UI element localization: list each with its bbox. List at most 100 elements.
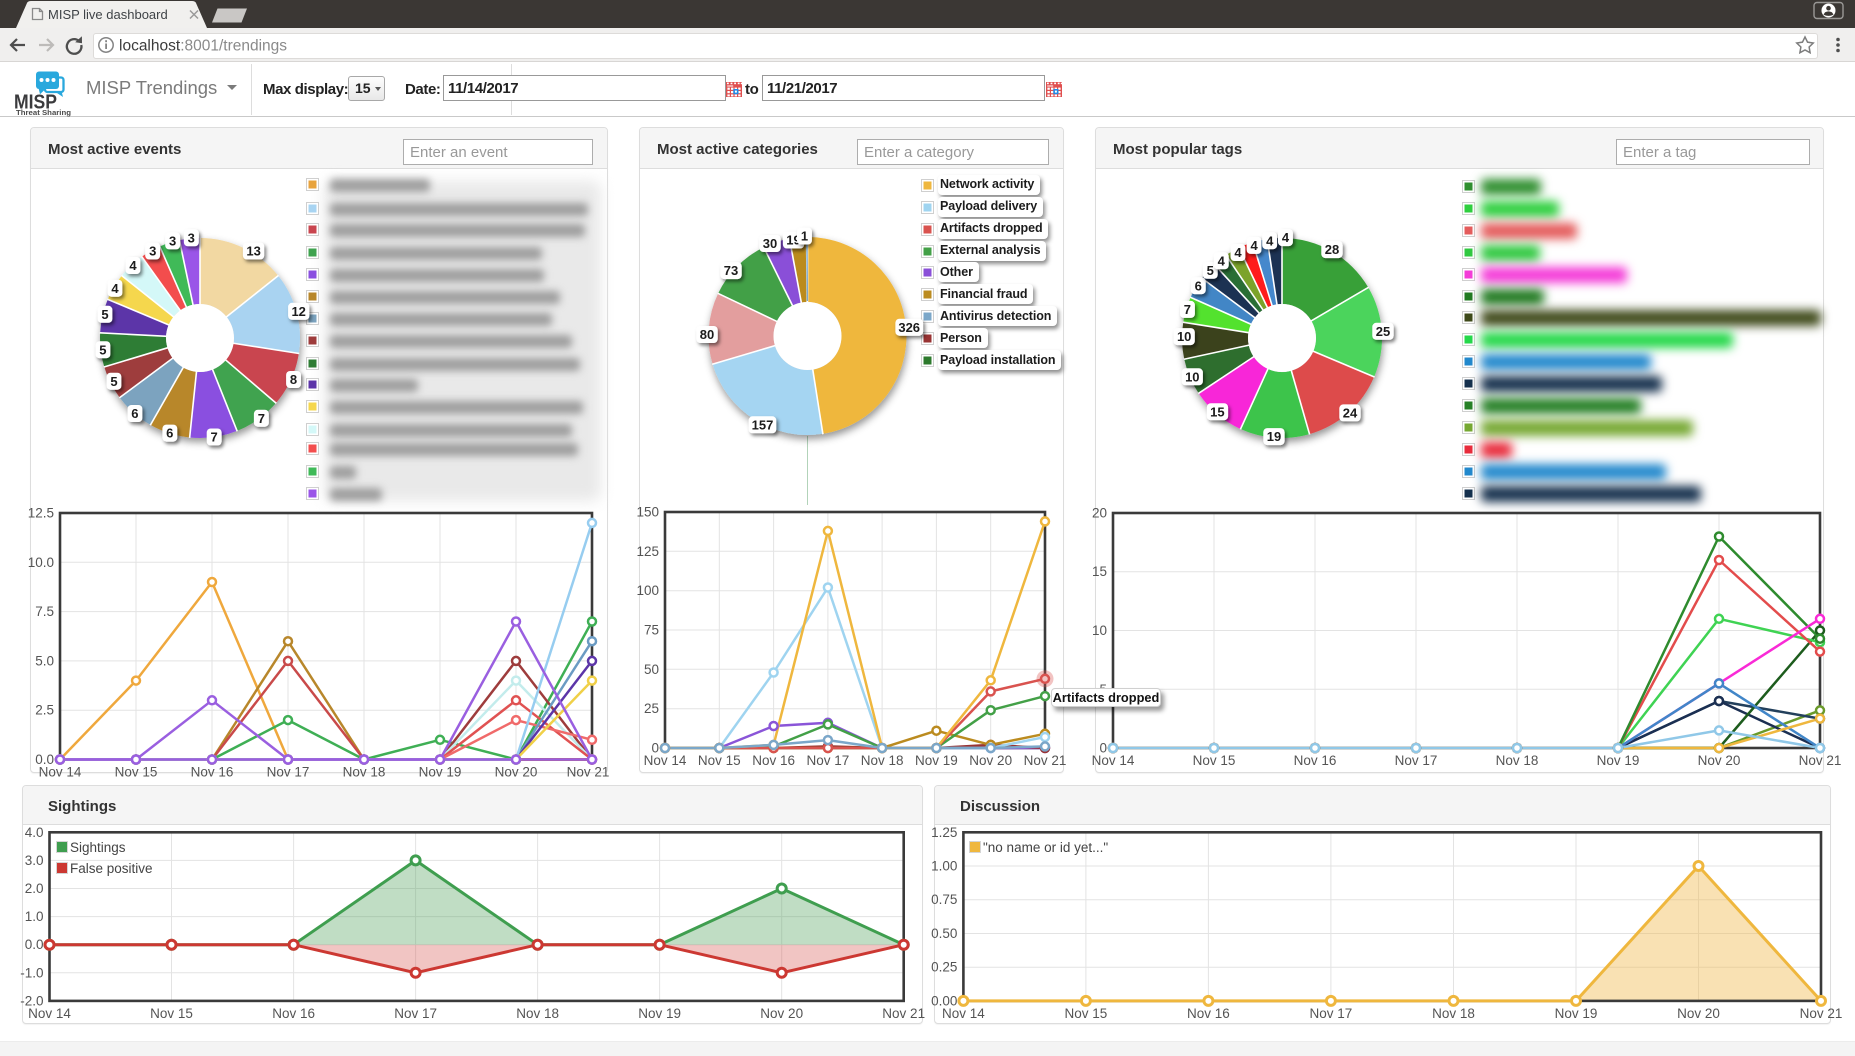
svg-text:10: 10 — [1177, 329, 1191, 344]
svg-text:0.0: 0.0 — [25, 937, 44, 952]
svg-text:0.50: 0.50 — [931, 926, 957, 941]
svg-text:3: 3 — [149, 244, 156, 259]
svg-text:7: 7 — [210, 430, 217, 445]
svg-text:Nov 19: Nov 19 — [1555, 1006, 1598, 1021]
svg-text:Nov 15: Nov 15 — [115, 765, 158, 780]
svg-text:6: 6 — [166, 426, 173, 441]
svg-text:20: 20 — [1092, 506, 1107, 521]
svg-text:Nov 15: Nov 15 — [1193, 753, 1236, 768]
svg-text:Nov 15: Nov 15 — [1065, 1006, 1108, 1021]
svg-text:13: 13 — [246, 244, 260, 259]
svg-text:Nov 19: Nov 19 — [638, 1006, 681, 1021]
svg-text:0: 0 — [651, 741, 659, 756]
svg-text:12: 12 — [291, 304, 305, 319]
svg-text:28: 28 — [1325, 242, 1339, 257]
svg-text:Nov 21: Nov 21 — [882, 1006, 925, 1021]
svg-text:0.25: 0.25 — [931, 960, 957, 975]
svg-text:3: 3 — [169, 234, 176, 249]
svg-text:6: 6 — [1195, 278, 1202, 293]
svg-text:15: 15 — [1092, 564, 1107, 579]
svg-text:Nov 17: Nov 17 — [267, 765, 310, 780]
svg-text:80: 80 — [700, 327, 714, 342]
svg-text:Nov 19: Nov 19 — [419, 765, 462, 780]
svg-text:Nov 16: Nov 16 — [1294, 753, 1337, 768]
svg-text:24: 24 — [1343, 406, 1358, 421]
svg-text:Threat Sharing: Threat Sharing — [16, 108, 71, 117]
svg-text:Nov 14: Nov 14 — [644, 753, 687, 768]
svg-text:0.0: 0.0 — [35, 752, 54, 767]
svg-text:19: 19 — [1267, 429, 1281, 444]
svg-text:4: 4 — [111, 281, 119, 296]
svg-text:-2.0: -2.0 — [20, 993, 43, 1008]
svg-text:6: 6 — [131, 406, 138, 421]
svg-text:1.0: 1.0 — [25, 909, 44, 924]
svg-text:4: 4 — [1282, 230, 1290, 245]
svg-text:7.5: 7.5 — [35, 604, 54, 619]
svg-text:2.5: 2.5 — [35, 703, 54, 718]
svg-text:25: 25 — [1376, 324, 1390, 339]
svg-text:localhost:8001/trendings: localhost:8001/trendings — [119, 38, 287, 55]
svg-text:Nov 15: Nov 15 — [150, 1006, 193, 1021]
svg-text:MISP: MISP — [14, 92, 57, 114]
svg-text:Nov 19: Nov 19 — [1597, 753, 1640, 768]
svg-text:1.25: 1.25 — [931, 825, 957, 840]
svg-text:Nov 14: Nov 14 — [1092, 753, 1135, 768]
svg-text:12.5: 12.5 — [28, 506, 54, 521]
svg-text:157: 157 — [752, 417, 774, 432]
svg-text:15: 15 — [1210, 404, 1224, 419]
svg-text:326: 326 — [898, 320, 920, 335]
svg-text:2.0: 2.0 — [25, 881, 44, 896]
svg-text:5: 5 — [101, 307, 108, 322]
svg-text:Nov 17: Nov 17 — [1310, 1006, 1353, 1021]
svg-text:73: 73 — [724, 263, 738, 278]
svg-text:-1.0: -1.0 — [20, 965, 43, 980]
svg-text:Nov 21: Nov 21 — [567, 765, 610, 780]
svg-text:Nov 17: Nov 17 — [394, 1006, 437, 1021]
svg-text:3: 3 — [188, 230, 195, 245]
svg-text:Nov 16: Nov 16 — [272, 1006, 315, 1021]
svg-text:Nov 14: Nov 14 — [942, 1006, 985, 1021]
svg-text:75: 75 — [644, 623, 659, 638]
svg-text:Nov 18: Nov 18 — [516, 1006, 559, 1021]
svg-text:0.75: 0.75 — [931, 892, 957, 907]
svg-text:MISP live dashboard: MISP live dashboard — [48, 7, 168, 22]
svg-text:Nov 20: Nov 20 — [1698, 753, 1741, 768]
svg-text:4.0: 4.0 — [25, 825, 44, 840]
svg-text:25: 25 — [644, 701, 659, 716]
svg-text:150: 150 — [636, 505, 659, 520]
svg-text:4: 4 — [129, 258, 137, 273]
svg-text:Nov 20: Nov 20 — [495, 765, 538, 780]
svg-text:4: 4 — [1218, 253, 1226, 268]
svg-text:Nov 14: Nov 14 — [28, 1006, 71, 1021]
svg-text:10: 10 — [1185, 369, 1199, 384]
svg-text:10: 10 — [1092, 623, 1107, 638]
svg-text:Nov 20: Nov 20 — [969, 753, 1012, 768]
svg-text:Nov 14: Nov 14 — [39, 765, 82, 780]
svg-text:125: 125 — [636, 544, 659, 559]
svg-text:1.00: 1.00 — [931, 859, 957, 874]
svg-text:1: 1 — [801, 229, 808, 244]
svg-text:Nov 20: Nov 20 — [1677, 1006, 1720, 1021]
svg-text:Nov 16: Nov 16 — [1187, 1006, 1230, 1021]
svg-text:5.0: 5.0 — [35, 653, 54, 668]
svg-text:Nov 16: Nov 16 — [191, 765, 234, 780]
svg-text:7: 7 — [258, 411, 265, 426]
svg-text:50: 50 — [644, 662, 659, 677]
svg-text:4: 4 — [1234, 245, 1242, 260]
svg-text:Nov 21: Nov 21 — [1024, 753, 1067, 768]
svg-text:5: 5 — [99, 342, 106, 357]
svg-text:30: 30 — [763, 236, 777, 251]
svg-text:Nov 15: Nov 15 — [698, 753, 741, 768]
svg-text:Nov 20: Nov 20 — [760, 1006, 803, 1021]
svg-text:Nov 18: Nov 18 — [1432, 1006, 1475, 1021]
svg-text:7: 7 — [1184, 302, 1191, 317]
svg-text:8: 8 — [290, 372, 297, 387]
svg-text:Nov 19: Nov 19 — [915, 753, 958, 768]
svg-text:100: 100 — [636, 583, 659, 598]
svg-text:Nov 17: Nov 17 — [807, 753, 850, 768]
svg-text:Nov 21: Nov 21 — [1800, 1006, 1843, 1021]
svg-text:10.0: 10.0 — [28, 555, 54, 570]
svg-text:5: 5 — [1207, 263, 1214, 278]
svg-text:0: 0 — [1099, 741, 1107, 756]
svg-text:Nov 16: Nov 16 — [752, 753, 795, 768]
